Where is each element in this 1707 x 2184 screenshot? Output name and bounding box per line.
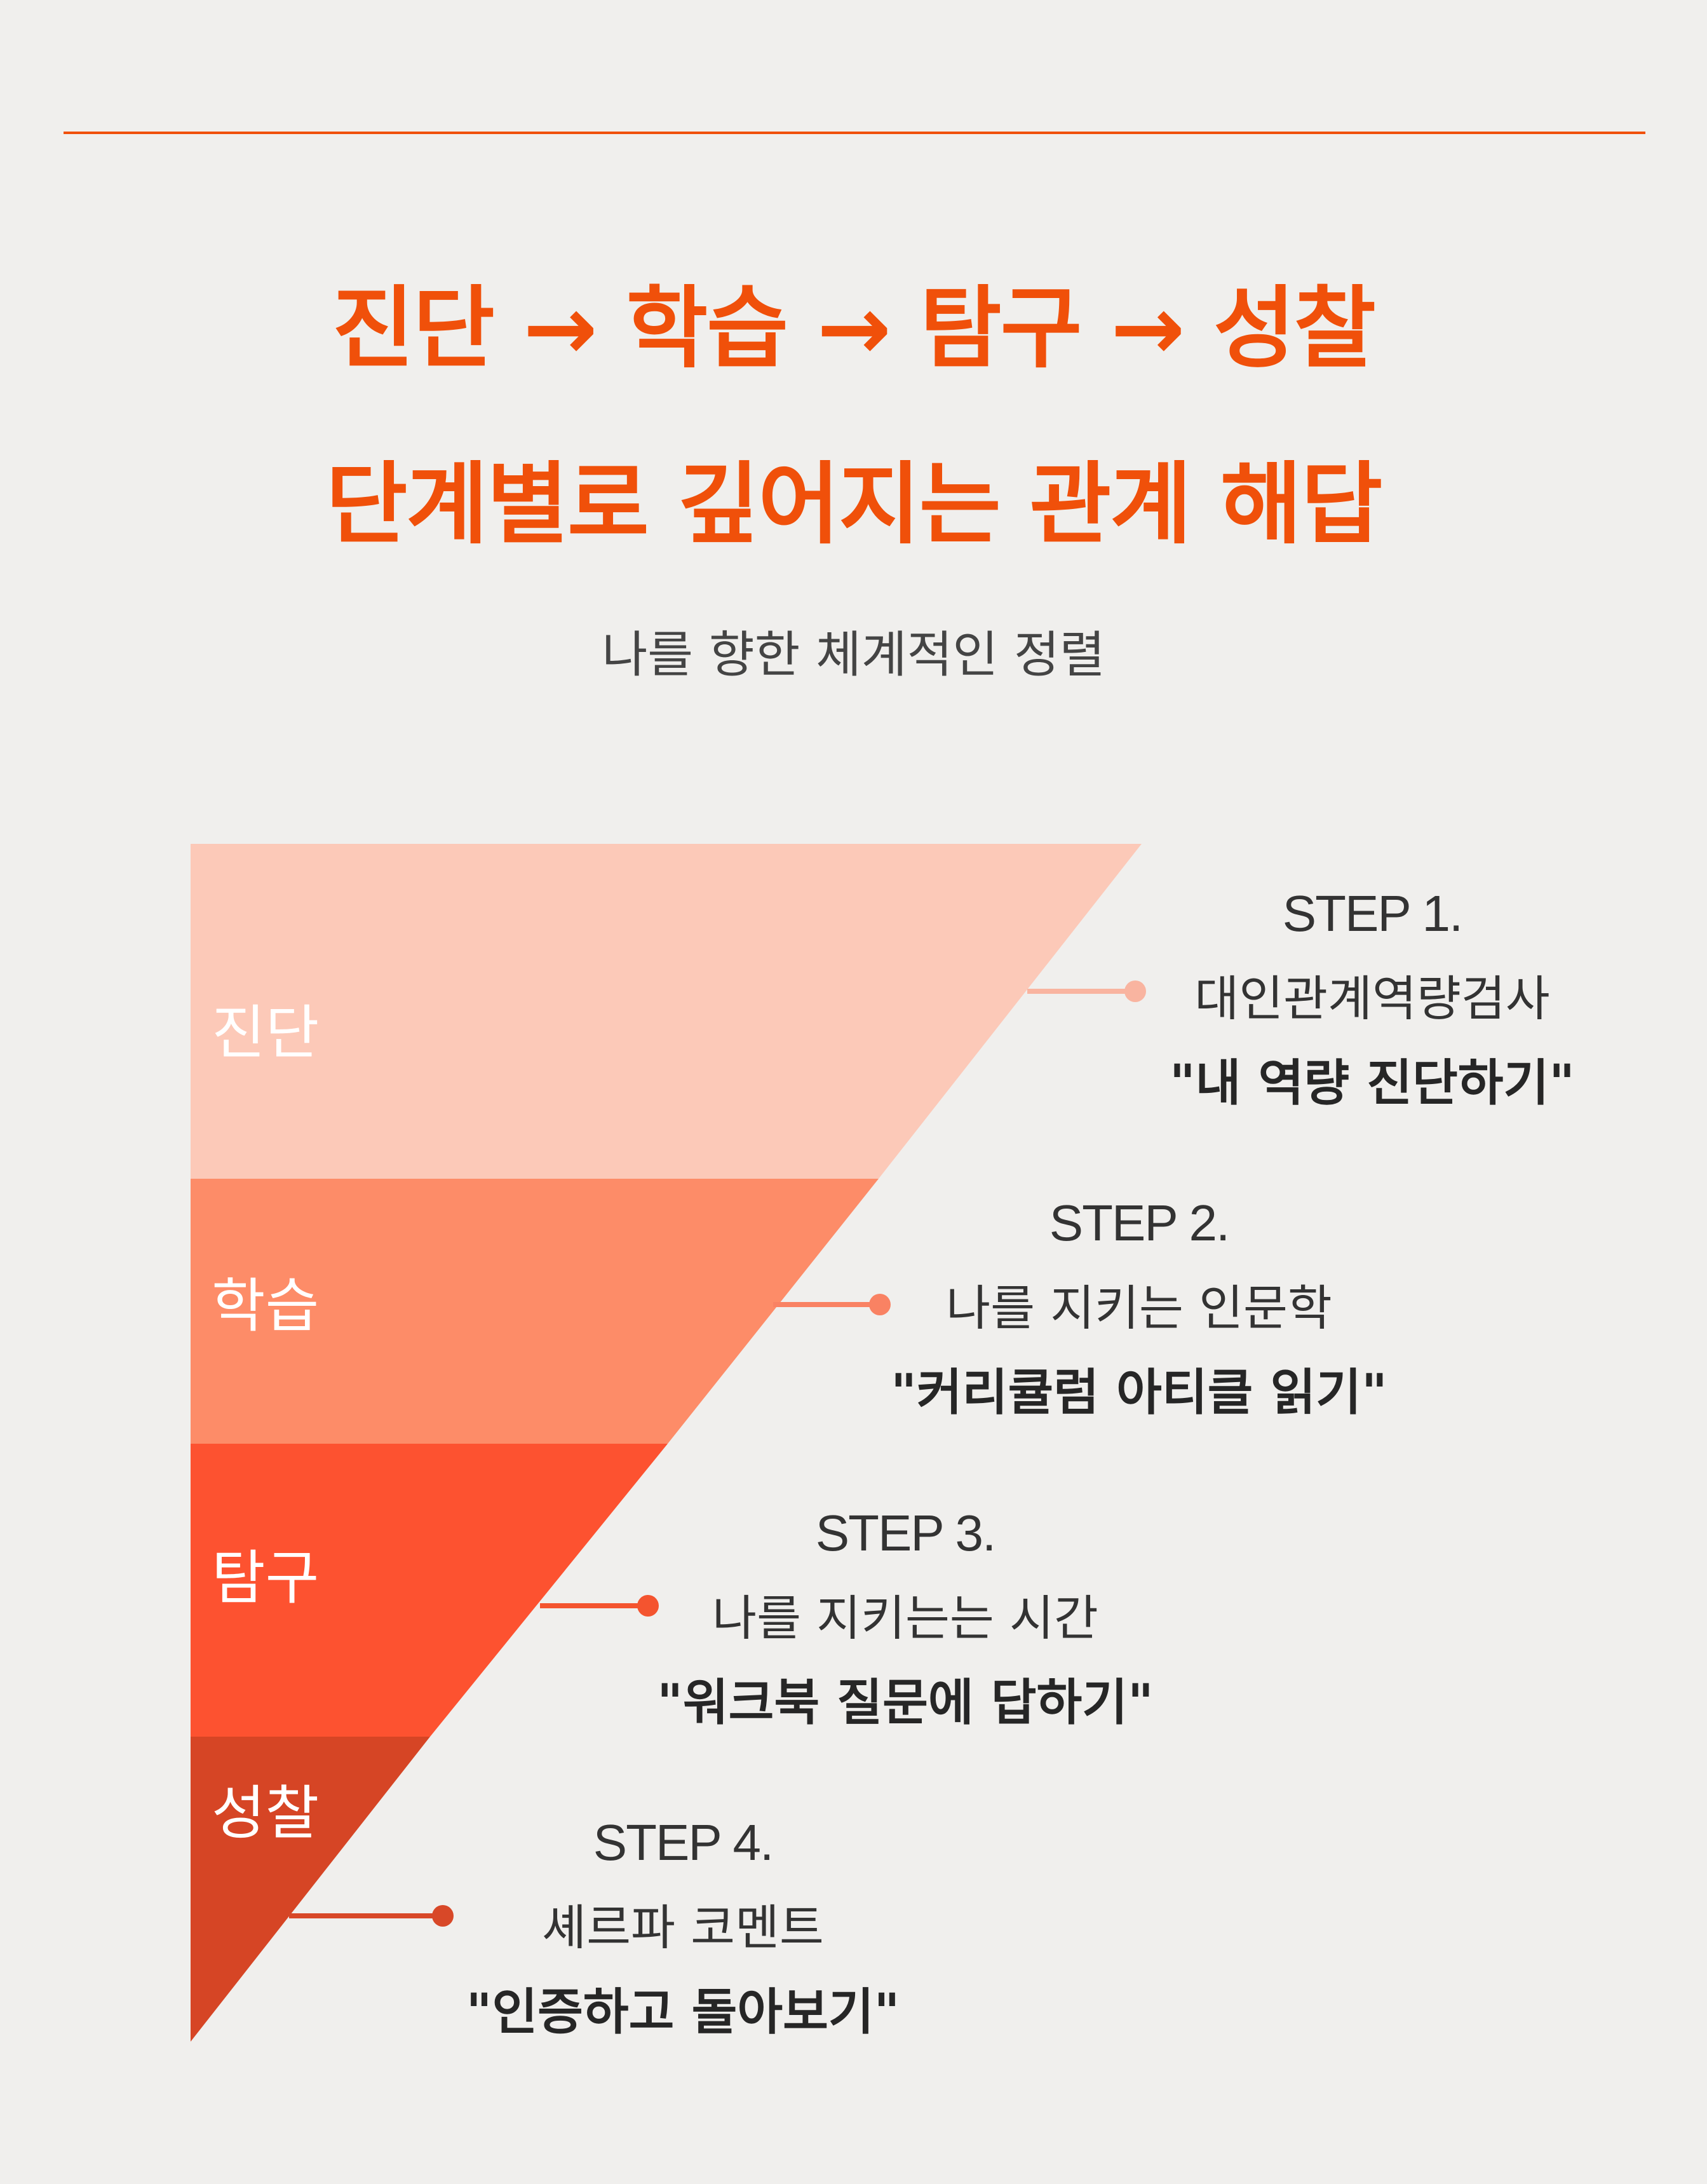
step-4-action: "인증하고 돌아보기" bbox=[466, 1984, 900, 2041]
stage-1-band bbox=[191, 844, 1142, 1179]
title-line-2: 단계별로 깊어지는 관계 해답 bbox=[325, 453, 1383, 557]
step-4-name: STEP 4. bbox=[593, 1814, 774, 1871]
step-2-callout: STEP 2. 나를 지키는 인문학 "커리큘럼 아티클 읽기" bbox=[837, 1198, 1441, 1418]
stage-4-band bbox=[191, 1737, 430, 2042]
step-1-description: 대인관계역량검사 bbox=[1194, 970, 1550, 1027]
stage-label-diagnosis: 진단 bbox=[212, 999, 320, 1067]
step-1-name: STEP 1. bbox=[1282, 885, 1463, 942]
stage-label-reflection: 성찰 bbox=[212, 1779, 320, 1847]
stage-label-exploration: 탐구 bbox=[212, 1544, 320, 1612]
step-1-action: "내 역량 진단하기" bbox=[1170, 1055, 1575, 1112]
stage-2-band bbox=[191, 1179, 879, 1444]
connector-dot-2 bbox=[869, 1294, 891, 1315]
step-2-description: 나를 지키는 인문학 bbox=[946, 1280, 1332, 1336]
connector-dot-1 bbox=[1124, 980, 1146, 1002]
connector-dot-3 bbox=[637, 1595, 659, 1617]
title-line-1: 진단 → 학습 → 탐구 → 성찰 bbox=[332, 277, 1376, 381]
top-divider bbox=[64, 132, 1645, 134]
step-3-callout: STEP 3. 나를 지키는는 시간 "워크북 질문에 답하기" bbox=[604, 1508, 1207, 1728]
step-3-description: 나를 지키는는 시간 bbox=[712, 1590, 1098, 1646]
stage-label-learning: 학습 bbox=[212, 1272, 320, 1340]
step-2-name: STEP 2. bbox=[1049, 1195, 1230, 1251]
step-3-action: "워크북 질문에 답하기" bbox=[657, 1674, 1154, 1732]
step-3-name: STEP 3. bbox=[815, 1505, 996, 1561]
stage-3-band bbox=[191, 1444, 668, 1737]
step-4-description: 셰르파 코멘트 bbox=[542, 1899, 824, 1956]
step-1-callout: STEP 1. 대인관계역량검사 "내 역량 진단하기" bbox=[1118, 885, 1626, 1112]
connector-dot-4 bbox=[432, 1905, 454, 1927]
subtitle: 나를 향한 체계적인 정렬 bbox=[602, 627, 1105, 684]
step-2-action: "커리큘럼 아티클 읽기" bbox=[891, 1364, 1387, 1421]
step-4-callout: STEP 4. 셰르파 코멘트 "인증하고 돌아보기" bbox=[381, 1814, 985, 2041]
